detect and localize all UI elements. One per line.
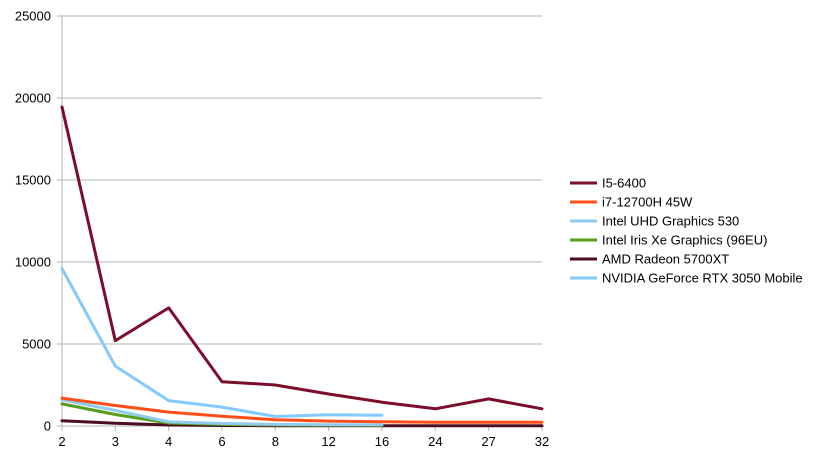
gridlines — [62, 15, 542, 345]
legend-label: NVIDIA GeForce RTX 3050 Mobile — [602, 271, 803, 286]
x-tick-label: 27 — [481, 434, 495, 449]
y-tick-labels: 0 5000 10000 15000 20000 25000 — [15, 9, 51, 434]
y-tick-label: 5000 — [22, 337, 51, 352]
x-tick-label: 12 — [321, 434, 335, 449]
series-line-2 — [60, 398, 384, 427]
series-line-5 — [60, 267, 384, 418]
legend: I5-6400 i7-12700H 45W Intel UHD Graphics 5… — [570, 176, 803, 286]
legend-label: Intel UHD Graphics 530 — [602, 214, 739, 229]
series-lines — [60, 105, 544, 428]
x-tick-label: 24 — [428, 434, 442, 449]
series-line-0 — [60, 105, 544, 411]
y-tick-label: 25000 — [15, 9, 51, 24]
x-tick-label: 8 — [272, 434, 279, 449]
y-tick-label: 0 — [44, 419, 51, 434]
x-tick-label: 2 — [58, 434, 65, 449]
legend-label: Intel Iris Xe Graphics (96EU) — [602, 233, 767, 248]
x-tick-label: 32 — [535, 434, 549, 449]
series-line-1 — [60, 396, 544, 424]
y-tick-label: 15000 — [15, 173, 51, 188]
x-tick-label: 3 — [112, 434, 119, 449]
x-tick-label: 16 — [375, 434, 389, 449]
y-tick-label: 20000 — [15, 91, 51, 106]
y-tick-label: 10000 — [15, 255, 51, 270]
x-tick-label: 6 — [218, 434, 225, 449]
legend-label: I5-6400 — [602, 176, 646, 191]
x-tick-label: 4 — [165, 434, 172, 449]
legend-label: AMD Radeon 5700XT — [602, 252, 729, 267]
legend-label: i7-12700H 45W — [602, 195, 693, 210]
x-tick-labels: 2 3 4 6 8 12 16 24 27 32 — [58, 434, 549, 449]
